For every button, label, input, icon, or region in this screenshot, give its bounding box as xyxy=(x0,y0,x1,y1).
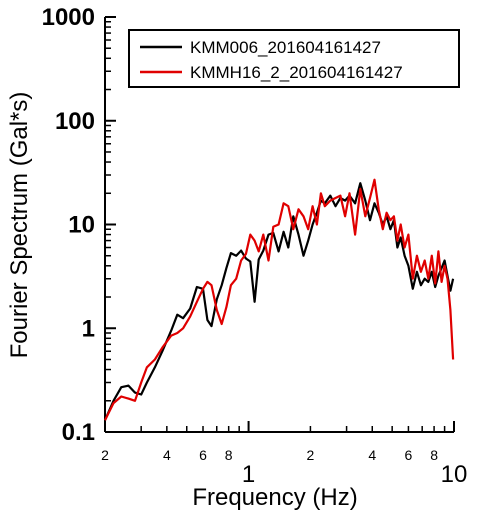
y-tick-label: 0.1 xyxy=(62,419,95,446)
legend: KMM006_201604161427 KMMH16_2_20160416142… xyxy=(128,29,460,88)
x-axis-label: Frequency (Hz) xyxy=(192,484,357,511)
legend-label-series-1: KMM006_201604161427 xyxy=(190,38,381,57)
x-minor-tick-label: 2 xyxy=(307,447,315,463)
x-minor-tick-label: 2 xyxy=(101,447,109,463)
axis-tick-labels: 0.1 1 10 100 1000 1 10 2 4 6 8 2 4 6 8 xyxy=(42,4,468,488)
x-minor-tick-label: 6 xyxy=(405,447,413,463)
x-minor-tick-label: 6 xyxy=(199,447,207,463)
data-series xyxy=(103,178,455,421)
x-major-tick-label: 1 xyxy=(242,461,255,488)
y-axis-title: Fourier Spectrum (Gal*s) xyxy=(6,92,33,359)
y-tick-label: 10 xyxy=(68,212,95,239)
x-minor-tick-label: 4 xyxy=(368,447,376,463)
y-tick-label: 1000 xyxy=(42,4,95,31)
x-major-tick-label: 10 xyxy=(441,461,468,488)
series-line-2 xyxy=(104,178,455,421)
y-tick-label: 1 xyxy=(82,315,95,342)
x-minor-tick-label: 8 xyxy=(430,447,438,463)
y-tick-label: 100 xyxy=(55,108,95,135)
series-line-1 xyxy=(103,182,455,421)
y-axis-label: Fourier Spectrum (Gal*s) xyxy=(6,92,33,359)
legend-box xyxy=(128,29,460,88)
legend-label-series-2: KMMH16_2_201604161427 xyxy=(190,63,403,82)
x-minor-tick-label: 4 xyxy=(163,447,171,463)
x-minor-tick-label: 8 xyxy=(225,447,233,463)
